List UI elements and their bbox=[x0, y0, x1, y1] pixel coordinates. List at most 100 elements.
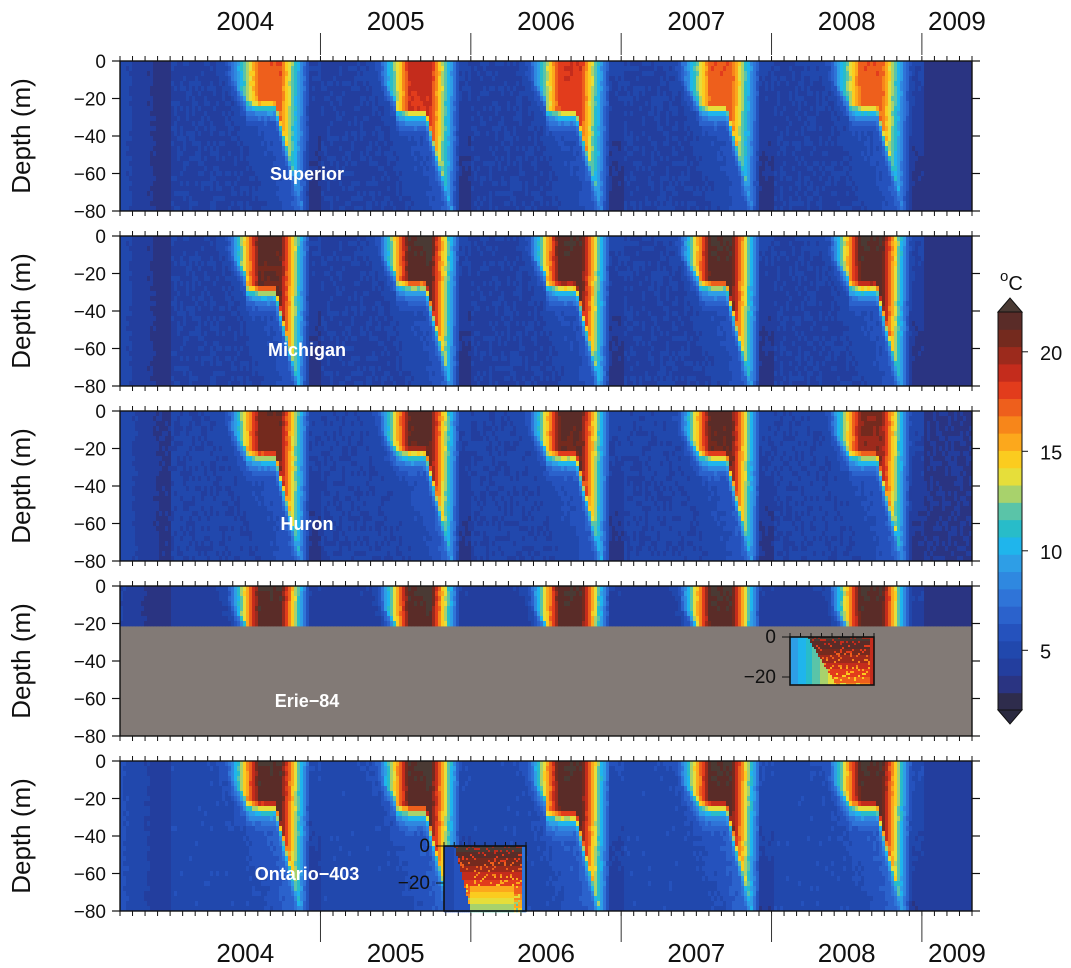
heatmap-cell bbox=[468, 176, 471, 181]
heatmap-cell bbox=[423, 146, 426, 151]
heatmap-cell bbox=[618, 71, 621, 76]
heatmap-cell bbox=[384, 176, 387, 181]
heatmap-cell bbox=[288, 86, 291, 91]
heatmap-cell bbox=[609, 171, 612, 176]
heatmap-cell bbox=[546, 191, 549, 196]
heatmap-cell bbox=[135, 81, 138, 86]
heatmap-cell bbox=[141, 151, 144, 156]
heatmap-cell bbox=[594, 81, 597, 86]
heatmap-cell bbox=[339, 76, 342, 81]
heatmap-cell bbox=[384, 81, 387, 86]
heatmap-cell bbox=[489, 161, 492, 166]
heatmap-cell bbox=[495, 106, 498, 111]
heatmap-cell bbox=[465, 101, 468, 106]
heatmap-cell bbox=[240, 191, 243, 196]
heatmap-cell bbox=[285, 141, 288, 146]
heatmap-cell bbox=[462, 146, 465, 151]
heatmap-cell bbox=[189, 176, 192, 181]
heatmap-cell bbox=[300, 116, 303, 121]
heatmap-cell bbox=[453, 96, 456, 101]
heatmap-cell bbox=[558, 101, 561, 106]
heatmap-cell bbox=[420, 86, 423, 91]
heatmap-cell bbox=[600, 201, 603, 206]
heatmap-cell bbox=[456, 151, 459, 156]
heatmap-cell bbox=[156, 181, 159, 186]
heatmap-cell bbox=[471, 141, 474, 146]
heatmap-cell bbox=[447, 71, 450, 76]
heatmap-cell bbox=[201, 61, 204, 66]
heatmap-cell bbox=[525, 176, 528, 181]
heatmap-cell bbox=[522, 151, 525, 156]
heatmap-cell bbox=[504, 81, 507, 86]
heatmap-cell bbox=[282, 131, 285, 136]
heatmap-cell bbox=[426, 121, 429, 126]
heatmap-cell bbox=[603, 161, 606, 166]
heatmap-cell bbox=[327, 81, 330, 86]
heatmap-cell bbox=[186, 121, 189, 126]
heatmap-cell bbox=[366, 106, 369, 111]
heatmap-cell bbox=[435, 86, 438, 91]
heatmap-cell bbox=[309, 196, 312, 201]
heatmap-cell bbox=[522, 96, 525, 101]
heatmap-cell bbox=[243, 66, 246, 71]
heatmap-cell bbox=[462, 131, 465, 136]
heatmap-cell bbox=[426, 181, 429, 186]
heatmap-cell bbox=[600, 191, 603, 196]
heatmap-cell bbox=[375, 71, 378, 76]
heatmap-cell bbox=[435, 116, 438, 121]
heatmap-cell bbox=[207, 186, 210, 191]
heatmap-cell bbox=[411, 161, 414, 166]
heatmap-cell bbox=[300, 141, 303, 146]
heatmap-cell bbox=[267, 131, 270, 136]
heatmap-cell bbox=[435, 146, 438, 151]
heatmap-cell bbox=[381, 176, 384, 181]
heatmap-cell bbox=[192, 76, 195, 81]
heatmap-cell bbox=[429, 91, 432, 96]
heatmap-cell bbox=[495, 166, 498, 171]
heatmap-cell bbox=[315, 66, 318, 71]
heatmap-cell bbox=[246, 96, 249, 101]
heatmap-cell bbox=[390, 196, 393, 201]
heatmap-cell bbox=[501, 116, 504, 121]
heatmap-cell bbox=[588, 91, 591, 96]
heatmap-cell bbox=[138, 176, 141, 181]
heatmap-cell bbox=[486, 201, 489, 206]
heatmap-cell bbox=[228, 196, 231, 201]
heatmap-cell bbox=[390, 201, 393, 206]
heatmap-cell bbox=[450, 86, 453, 91]
heatmap-cell bbox=[312, 196, 315, 201]
heatmap-cell bbox=[549, 126, 552, 131]
heatmap-cell bbox=[222, 196, 225, 201]
heatmap-cell bbox=[501, 166, 504, 171]
heatmap-cell bbox=[495, 146, 498, 151]
heatmap-cell bbox=[243, 96, 246, 101]
heatmap-cell bbox=[522, 116, 525, 121]
heatmap-cell bbox=[537, 76, 540, 81]
heatmap-cell bbox=[231, 91, 234, 96]
heatmap-cell bbox=[438, 121, 441, 126]
heatmap-cell bbox=[501, 151, 504, 156]
heatmap-cell bbox=[375, 136, 378, 141]
heatmap-cell bbox=[351, 156, 354, 161]
heatmap-cell bbox=[447, 136, 450, 141]
heatmap-cell bbox=[144, 186, 147, 191]
heatmap-cell bbox=[261, 86, 264, 91]
heatmap-cell bbox=[267, 156, 270, 161]
heatmap-cell bbox=[606, 176, 609, 181]
heatmap-cell bbox=[249, 71, 252, 76]
heatmap-cell bbox=[525, 201, 528, 206]
heatmap-cell bbox=[585, 151, 588, 156]
heatmap-cell bbox=[189, 111, 192, 116]
heatmap-cell bbox=[441, 106, 444, 111]
heatmap-cell bbox=[582, 141, 585, 146]
heatmap-cell bbox=[207, 111, 210, 116]
heatmap-cell bbox=[150, 81, 153, 86]
heatmap-cell bbox=[381, 106, 384, 111]
heatmap-cell bbox=[390, 106, 393, 111]
heatmap-cell bbox=[522, 91, 525, 96]
heatmap-cell bbox=[270, 151, 273, 156]
heatmap-cell bbox=[129, 161, 132, 166]
heatmap-cell bbox=[291, 101, 294, 106]
heatmap-cell bbox=[180, 176, 183, 181]
heatmap-cell bbox=[300, 146, 303, 151]
